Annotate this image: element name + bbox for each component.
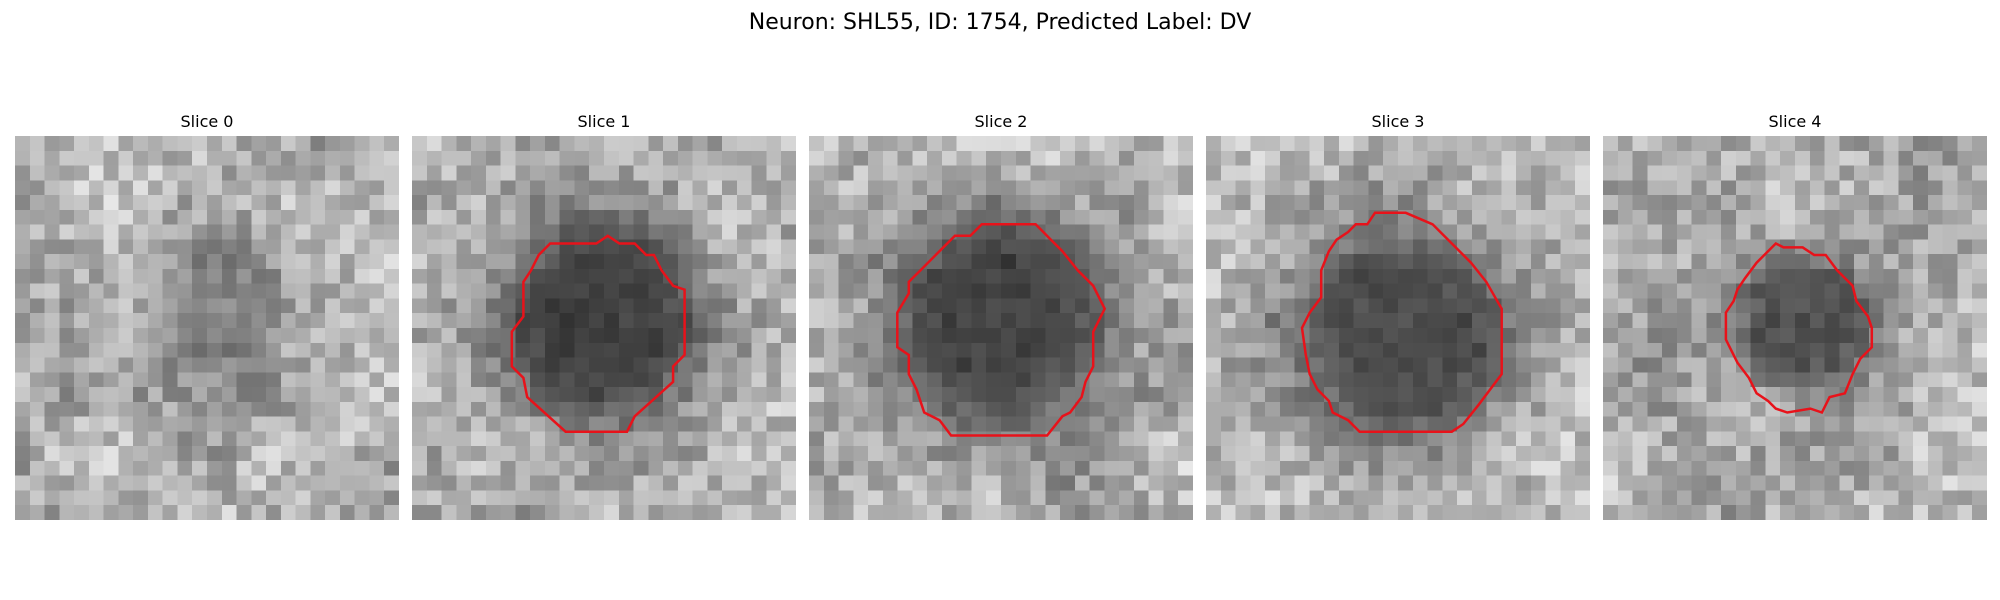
- contour-overlay: [1724, 241, 1874, 415]
- slice-image: [412, 136, 796, 520]
- slice-image: [809, 136, 1193, 520]
- neuron-contour: [510, 234, 686, 433]
- slice-title: Slice 3: [1371, 112, 1425, 131]
- slice-title: Slice 2: [974, 112, 1028, 131]
- neuron-contour: [896, 223, 1107, 437]
- neuron-contour: [1300, 211, 1503, 433]
- slice-panel-4: Slice 4: [1603, 108, 1987, 520]
- slice-panel-3: Slice 3: [1206, 108, 1590, 520]
- contour-overlay: [1300, 211, 1503, 433]
- slice-panel-2: Slice 2: [809, 108, 1193, 520]
- contour-overlay: [510, 234, 686, 433]
- slice-title: Slice 1: [577, 112, 631, 131]
- contour-overlay: [15, 136, 399, 520]
- slice-title: Slice 0: [180, 112, 234, 131]
- figure-title: Neuron: SHL55, ID: 1754, Predicted Label…: [748, 10, 1252, 35]
- slice-panel-1: Slice 1: [412, 108, 796, 520]
- neuron-contour: [1724, 241, 1874, 415]
- slice-image: [1206, 136, 1590, 520]
- slice-title: Slice 4: [1768, 112, 1822, 131]
- contour-overlay: [896, 223, 1107, 437]
- slice-panel-0: Slice 0: [15, 108, 399, 520]
- slice-image: [1603, 136, 1987, 520]
- slice-image: [15, 136, 399, 520]
